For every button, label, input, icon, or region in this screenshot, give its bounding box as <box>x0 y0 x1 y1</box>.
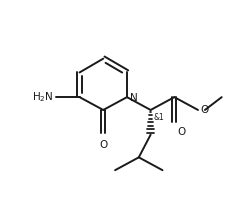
Text: &1: &1 <box>154 113 164 122</box>
Text: O: O <box>200 105 208 115</box>
Text: N: N <box>130 93 138 103</box>
Text: H$_2$N: H$_2$N <box>32 90 54 104</box>
Text: O: O <box>99 140 108 150</box>
Text: O: O <box>177 127 185 137</box>
